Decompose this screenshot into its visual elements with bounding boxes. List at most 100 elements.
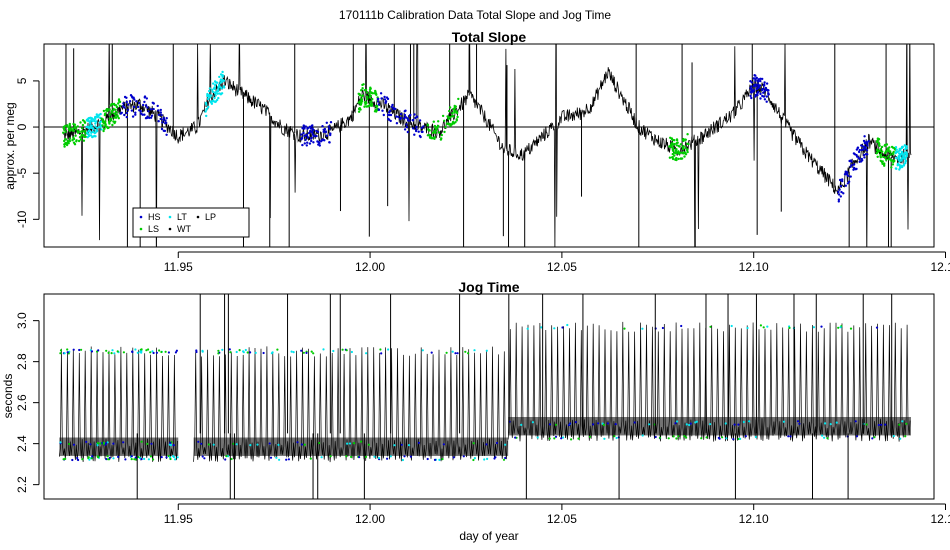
jog-time-marker bbox=[379, 348, 382, 351]
jog-time-marker bbox=[290, 350, 293, 353]
jog-time-marker bbox=[454, 352, 457, 355]
marker-ls bbox=[117, 98, 121, 101]
marker-hs bbox=[754, 79, 757, 82]
jog-time-marker bbox=[345, 455, 348, 458]
marker-hs bbox=[123, 113, 126, 117]
marker-lt bbox=[900, 159, 903, 162]
jog-time-marker bbox=[386, 457, 389, 460]
marker-lt bbox=[896, 164, 899, 167]
marker-hs bbox=[383, 98, 387, 101]
marker-ls bbox=[670, 156, 674, 159]
marker-lt bbox=[902, 154, 905, 158]
jog-time-marker bbox=[242, 351, 245, 354]
jog-time-marker bbox=[648, 423, 651, 426]
marker-ls bbox=[362, 83, 365, 86]
jog-time-marker bbox=[839, 326, 842, 329]
marker-hs bbox=[157, 109, 160, 112]
jog-time-marker bbox=[124, 458, 127, 461]
jog-time-marker bbox=[80, 348, 83, 351]
marker-hs bbox=[157, 113, 161, 117]
legend-label-lt: LT bbox=[177, 212, 187, 222]
jog-time-marker bbox=[332, 349, 335, 353]
jog-time-dense-band bbox=[59, 437, 179, 456]
jog-time-marker bbox=[683, 435, 686, 438]
marker-hs bbox=[405, 123, 408, 126]
marker-ls bbox=[889, 158, 892, 161]
marker-hs bbox=[147, 110, 150, 113]
jog-time-marker bbox=[309, 457, 312, 460]
marker-hs bbox=[422, 125, 425, 128]
marker-hs bbox=[383, 95, 386, 99]
jog-time-marker bbox=[270, 352, 273, 355]
plot-frame bbox=[43, 43, 935, 248]
marker-hs bbox=[755, 76, 758, 80]
marker-ls bbox=[111, 102, 114, 106]
marker-hs bbox=[863, 135, 866, 138]
marker-hs bbox=[755, 87, 758, 91]
marker-hs bbox=[862, 147, 866, 150]
jog-time-marker bbox=[346, 442, 349, 445]
marker-ls bbox=[673, 142, 676, 146]
marker-lt bbox=[214, 91, 217, 95]
marker-hs bbox=[142, 103, 145, 107]
jog-time-marker bbox=[737, 423, 740, 426]
marker-hs bbox=[384, 100, 388, 103]
marker-lt bbox=[89, 126, 92, 129]
jog-time-marker bbox=[387, 348, 390, 351]
jog-time-marker bbox=[150, 442, 153, 445]
marker-ls bbox=[80, 133, 83, 136]
jog-time-marker bbox=[143, 457, 146, 460]
marker-hs bbox=[839, 184, 843, 188]
marker-lt bbox=[903, 157, 907, 161]
jog-time-marker bbox=[105, 349, 108, 352]
marker-lt bbox=[895, 167, 898, 170]
marker-hs bbox=[763, 81, 766, 84]
marker-hs bbox=[323, 127, 327, 131]
marker-hs bbox=[132, 105, 136, 109]
marker-hs bbox=[862, 139, 866, 143]
jog-time-marker bbox=[140, 349, 143, 353]
marker-lt bbox=[214, 83, 217, 87]
marker-hs bbox=[418, 119, 422, 122]
jog-time-marker bbox=[672, 435, 675, 438]
marker-hs bbox=[385, 96, 389, 99]
jog-time-marker bbox=[90, 350, 94, 353]
jog-time-marker bbox=[788, 326, 791, 329]
marker-hs bbox=[159, 108, 162, 112]
jog-time-marker bbox=[107, 458, 110, 461]
marker-lt bbox=[88, 116, 91, 120]
jog-time-marker bbox=[855, 435, 859, 438]
jog-time-marker bbox=[99, 442, 102, 445]
marker-ls bbox=[74, 134, 77, 137]
marker-ls bbox=[427, 128, 430, 131]
marker-lt bbox=[90, 124, 94, 127]
marker-hs bbox=[759, 97, 762, 100]
marker-ls bbox=[890, 166, 893, 169]
jog-time-marker bbox=[122, 441, 125, 444]
marker-lt bbox=[900, 164, 903, 167]
marker-lt bbox=[87, 129, 90, 133]
jog-time-marker bbox=[110, 352, 113, 355]
jog-time-marker bbox=[197, 440, 200, 443]
y-tick-label: 2.8 bbox=[15, 353, 29, 370]
marker-ls bbox=[111, 123, 114, 127]
marker-ls bbox=[361, 87, 364, 90]
marker-ls bbox=[428, 134, 431, 137]
marker-ls bbox=[371, 97, 374, 101]
marker-hs bbox=[377, 103, 380, 106]
marker-lt bbox=[205, 108, 208, 111]
marker-hs bbox=[852, 168, 855, 171]
jog-time-marker bbox=[892, 434, 895, 438]
marker-hs bbox=[844, 173, 847, 176]
marker-lt bbox=[98, 126, 101, 129]
marker-lt bbox=[904, 159, 908, 163]
marker-lt bbox=[95, 120, 98, 123]
jog-time-marker bbox=[597, 422, 600, 425]
marker-hs bbox=[322, 130, 325, 133]
marker-lt bbox=[90, 117, 94, 121]
jog-time-marker bbox=[373, 455, 376, 458]
marker-ls bbox=[892, 150, 895, 154]
marker-ls bbox=[64, 142, 67, 146]
jog-time-marker bbox=[821, 434, 824, 437]
marker-hs bbox=[852, 152, 856, 155]
